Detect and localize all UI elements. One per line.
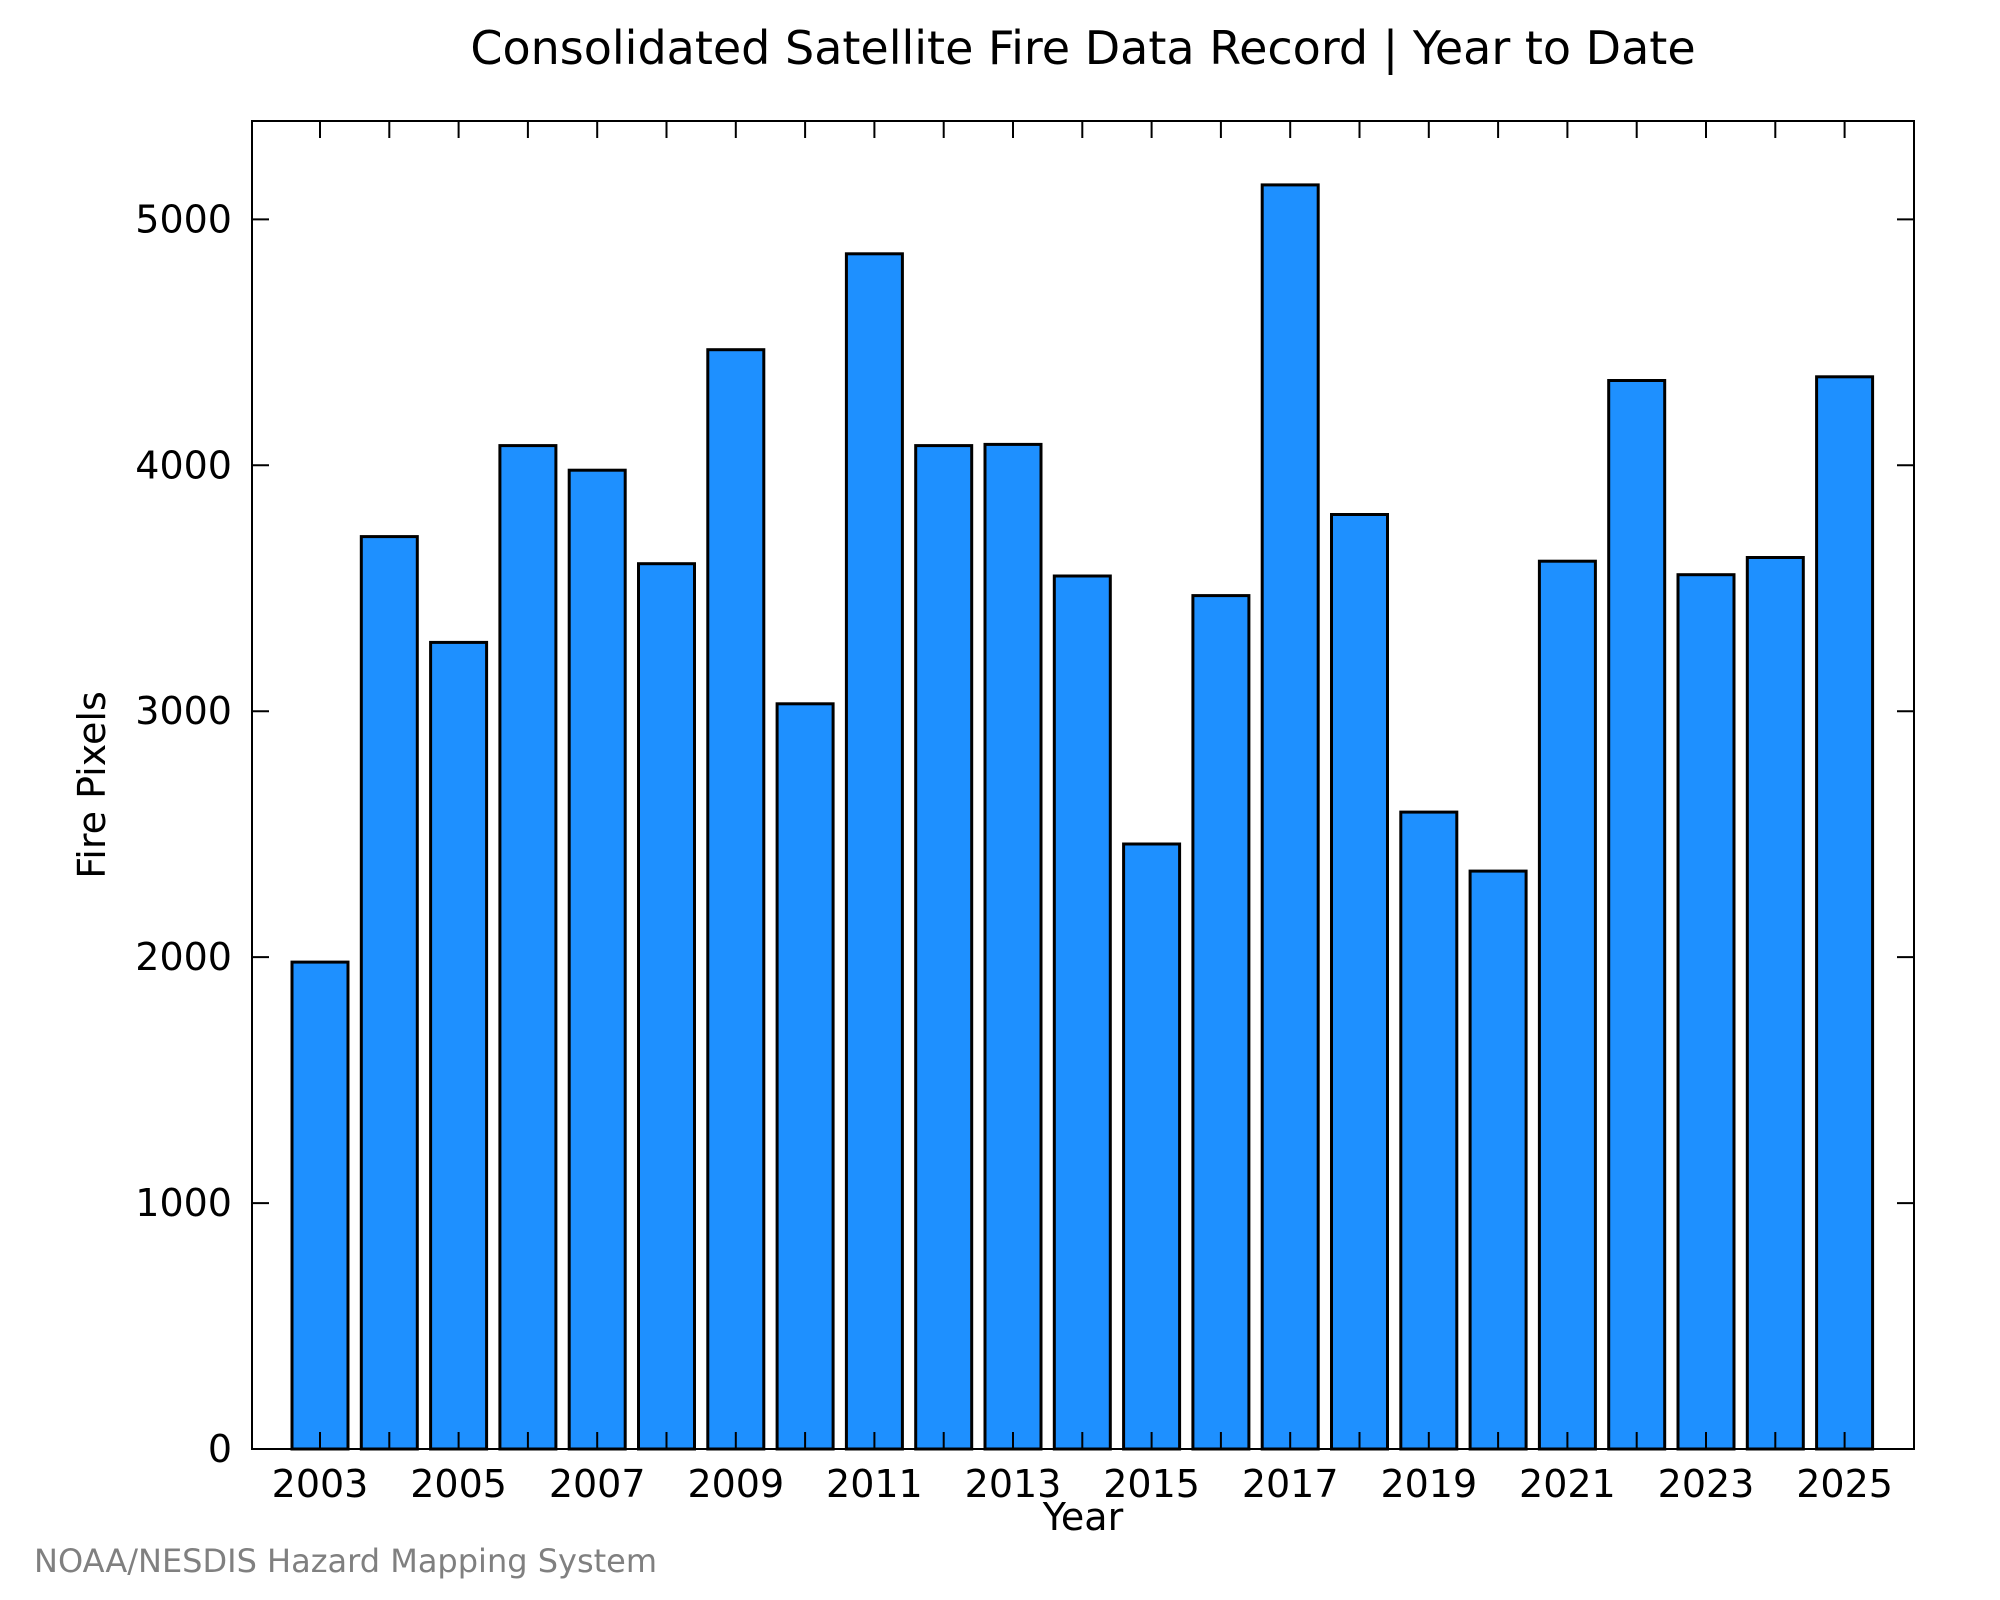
bar-2019 <box>1399 810 1459 1451</box>
y-tick-label: 5000 <box>135 197 232 241</box>
x-tick-label: 2015 <box>1103 1462 1200 1506</box>
bar-2004 <box>359 535 419 1451</box>
x-tick-label: 2017 <box>1242 1462 1339 1506</box>
bar-2018 <box>1330 513 1389 1451</box>
bar-2016 <box>1191 594 1251 1451</box>
bar-2012 <box>914 444 974 1451</box>
y-axis-label: Fire Pixels <box>70 691 114 879</box>
bar-2015 <box>1122 842 1182 1451</box>
x-tick-label: 2011 <box>826 1462 923 1506</box>
y-tick-label: 4000 <box>135 443 232 487</box>
chart-title: Consolidated Satellite Fire Data Record … <box>470 21 1695 76</box>
bar-2017 <box>1260 183 1320 1451</box>
x-tick-label: 2021 <box>1519 1462 1616 1506</box>
y-tick-label: 2000 <box>135 935 232 979</box>
bar-2006 <box>498 444 558 1451</box>
bar-2023 <box>1676 573 1736 1451</box>
bar-2022 <box>1607 379 1667 1451</box>
bar-2007 <box>567 468 627 1451</box>
y-tick-label: 3000 <box>135 689 232 733</box>
y-tick-label: 1000 <box>135 1181 232 1225</box>
bar-2010 <box>775 702 835 1451</box>
bar-2024 <box>1745 556 1805 1451</box>
bars-group <box>290 183 1875 1451</box>
bar-2021 <box>1537 559 1597 1451</box>
x-tick-label: 2003 <box>272 1462 369 1506</box>
y-tick-label: 0 <box>208 1427 232 1471</box>
x-tick-label: 2009 <box>687 1462 784 1506</box>
x-axis-label: Year <box>1042 1495 1124 1539</box>
bar-2025 <box>1815 375 1875 1451</box>
bar-2014 <box>1052 574 1112 1451</box>
bar-2005 <box>429 640 489 1451</box>
x-axis-ticks: 2003 2005 2007 2009 2011 2013 2015 2017 2019 2021… <box>272 121 1893 1506</box>
source-credit: NOAA/NESDIS Hazard Mapping System <box>34 1542 657 1580</box>
bar-2011 <box>844 252 904 1451</box>
plot-area-frame <box>251 120 1915 1450</box>
x-tick-label: 2023 <box>1658 1462 1755 1506</box>
x-tick-label: 2007 <box>549 1462 646 1506</box>
x-tick-label: 2019 <box>1380 1462 1477 1506</box>
bar-2013 <box>983 442 1043 1451</box>
bar-2020 <box>1468 869 1528 1451</box>
bar-2008 <box>637 562 696 1451</box>
bar-2009 <box>706 348 766 1451</box>
x-tick-label: 2005 <box>410 1462 507 1506</box>
y-axis-ticks: 0 1000 2000 3000 4000 5000 <box>135 197 1914 1471</box>
bar-2003 <box>290 960 350 1451</box>
x-tick-label: 2025 <box>1796 1462 1893 1506</box>
x-tick-label: 2013 <box>965 1462 1062 1506</box>
